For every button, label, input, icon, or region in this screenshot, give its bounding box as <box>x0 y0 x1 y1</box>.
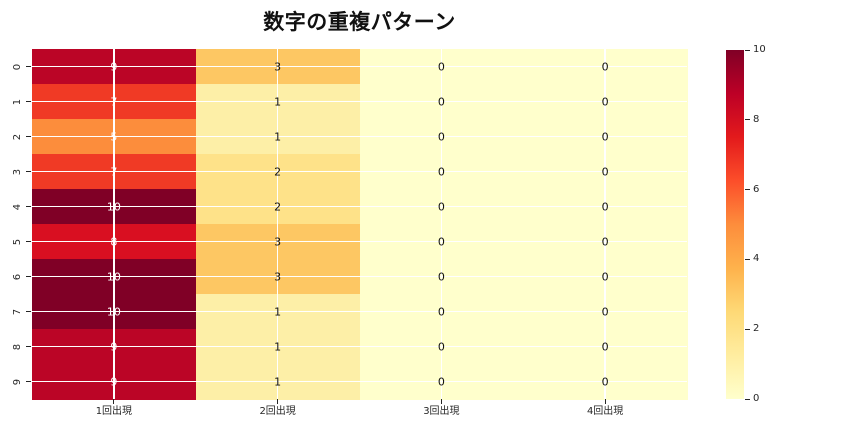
x-tick-label: 3回出現 <box>423 406 460 417</box>
y-tick-label: 0 <box>12 63 23 70</box>
colorbar-tick-mark <box>745 189 750 191</box>
heatmap-plot: 9 3 0 0 7 1 0 0 5 1 0 0 7 2 0 0 10 2 0 0 8 3 0 0 10 3 0 0 10 1 0 0 9 1 0 0 9… <box>32 49 688 400</box>
gridline-horizontal <box>32 100 687 103</box>
cell-annotation: 3 <box>274 270 282 283</box>
y-tick-label: 1 <box>12 98 23 105</box>
y-tick-mark <box>26 241 31 242</box>
cell-annotation: 10 <box>106 270 121 283</box>
cell-annotation: 1 <box>274 340 282 353</box>
gridline-horizontal <box>32 170 687 173</box>
cell-annotation: 9 <box>110 60 118 73</box>
gridline-vertical <box>276 49 279 399</box>
y-tick-mark <box>26 66 31 67</box>
colorbar-tick-mark <box>745 258 750 260</box>
y-tick-label: 6 <box>12 273 23 280</box>
cell-annotation: 0 <box>437 340 445 353</box>
cell-annotation: 0 <box>601 165 609 178</box>
cell-annotation: 1 <box>274 95 282 108</box>
y-tick-label: 7 <box>12 308 23 315</box>
colorbar-tick-label: 0 <box>753 393 760 404</box>
y-tick-mark <box>26 381 31 382</box>
colorbar <box>726 50 744 399</box>
colorbar-tick-label: 10 <box>753 44 766 55</box>
cell-annotation: 2 <box>274 165 282 178</box>
gridline-horizontal <box>32 310 687 313</box>
chart-title: 数字の重複パターン <box>263 10 456 34</box>
cell-annotation: 0 <box>601 235 609 248</box>
y-tick-label: 9 <box>12 378 23 385</box>
x-tick-mark <box>277 399 279 404</box>
gridline-horizontal <box>32 65 687 68</box>
cell-annotation: 9 <box>110 340 118 353</box>
cell-annotation: 2 <box>274 200 282 213</box>
cell-annotation: 1 <box>274 375 282 388</box>
gridline-horizontal <box>32 240 687 243</box>
cell-annotation: 0 <box>437 270 445 283</box>
x-tick-mark <box>113 399 115 404</box>
cell-annotation: 0 <box>601 270 609 283</box>
cell-annotation: 0 <box>601 200 609 213</box>
gridline-horizontal <box>32 380 687 383</box>
gridline-vertical <box>113 49 115 399</box>
cell-annotation: 5 <box>110 130 118 143</box>
cell-annotation: 7 <box>110 165 118 178</box>
cell-annotation: 1 <box>274 130 282 143</box>
x-tick-label: 2回出現 <box>259 406 296 417</box>
cell-annotation: 0 <box>437 200 445 213</box>
cell-annotation: 0 <box>601 340 609 353</box>
x-tick-label: 4回出現 <box>586 406 624 417</box>
gridline-vertical <box>440 49 443 399</box>
gridline-horizontal <box>32 205 687 208</box>
cell-annotation: 0 <box>601 305 609 318</box>
colorbar-tick-mark <box>745 119 750 121</box>
cell-annotation: 0 <box>437 165 445 178</box>
y-tick-mark <box>26 346 31 347</box>
colorbar-tick-label: 6 <box>753 183 760 195</box>
cell-annotation: 8 <box>110 235 118 248</box>
cell-annotation: 9 <box>110 375 118 388</box>
cell-annotation: 3 <box>274 235 282 248</box>
x-tick-mark <box>440 399 442 404</box>
y-tick-mark <box>26 101 31 102</box>
cell-annotation: 3 <box>274 60 282 73</box>
x-tick-label: 1回出現 <box>95 406 133 417</box>
colorbar-tick-label: 4 <box>753 253 760 265</box>
y-tick-label: 4 <box>12 203 23 210</box>
colorbar-tick-mark <box>745 328 750 330</box>
cell-annotation: 0 <box>437 305 445 318</box>
cell-annotation: 0 <box>437 130 445 143</box>
y-tick-label: 8 <box>12 343 23 350</box>
cell-annotation: 0 <box>601 375 609 388</box>
cell-annotation: 0 <box>437 95 445 108</box>
cell-annotation: 0 <box>437 375 445 388</box>
colorbar-tick-label: 8 <box>753 113 760 125</box>
cell-annotation: 10 <box>106 200 121 213</box>
cell-annotation: 0 <box>601 95 609 108</box>
x-tick-mark <box>604 399 606 404</box>
colorbar-tick-mark <box>745 49 750 51</box>
y-tick-mark <box>26 206 31 207</box>
y-tick-mark <box>26 136 31 137</box>
cell-annotation: 0 <box>601 130 609 143</box>
cell-annotation: 0 <box>437 235 445 248</box>
y-tick-mark <box>26 171 31 172</box>
cell-annotation: 0 <box>437 60 445 73</box>
gridline-horizontal <box>32 275 687 278</box>
cell-annotation: 0 <box>601 60 609 73</box>
cell-annotation: 1 <box>274 305 282 318</box>
y-tick-label: 2 <box>12 133 23 140</box>
gridline-vertical <box>604 49 606 399</box>
y-tick-mark <box>26 311 31 312</box>
cell-annotation: 10 <box>106 305 121 318</box>
colorbar-tick-mark <box>745 398 750 400</box>
colorbar-tick-label: 2 <box>753 323 760 335</box>
gridline-horizontal <box>32 135 687 138</box>
y-tick-label: 5 <box>12 238 23 245</box>
y-tick-label: 3 <box>12 168 23 175</box>
gridline-horizontal <box>32 345 687 348</box>
cell-annotation: 7 <box>110 95 118 108</box>
y-tick-mark <box>26 276 31 277</box>
